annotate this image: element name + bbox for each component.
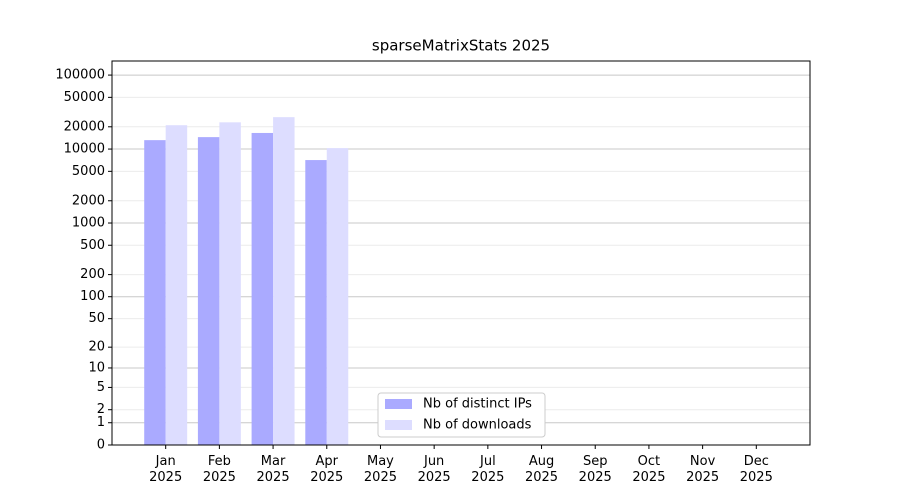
x-tick-label: Nov 2025 bbox=[686, 454, 720, 485]
legend-label: Nb of distinct IPs bbox=[423, 397, 532, 412]
y-tick-label: 50 bbox=[88, 311, 105, 326]
y-tick-label: 5 bbox=[97, 380, 105, 395]
x-tick-label: Apr 2025 bbox=[310, 454, 344, 485]
x-tick-label: Jan 2025 bbox=[149, 454, 183, 485]
bar bbox=[251, 132, 274, 445]
legend-box bbox=[377, 392, 546, 438]
y-tick-label: 2 bbox=[97, 402, 105, 417]
bar bbox=[326, 148, 349, 445]
y-tick-label: 100 bbox=[80, 289, 105, 304]
y-tick-label: 200 bbox=[80, 267, 105, 282]
y-tick-label: 500 bbox=[80, 238, 105, 253]
y-tick-label: 1000 bbox=[72, 216, 105, 231]
x-tick-label: Aug 2025 bbox=[524, 454, 559, 485]
chart-title: sparseMatrixStats 2025 bbox=[372, 37, 550, 55]
y-tick-label: 20000 bbox=[64, 119, 105, 134]
y-tick-label: 0 bbox=[97, 438, 105, 453]
x-tick-label: Mar 2025 bbox=[256, 454, 290, 485]
plot-frame bbox=[111, 60, 811, 446]
y-tick-label: 50000 bbox=[64, 90, 105, 105]
bar bbox=[305, 160, 327, 445]
bar bbox=[197, 137, 220, 445]
legend-swatch bbox=[385, 399, 412, 409]
bar bbox=[273, 117, 295, 445]
x-tick-label: Jun 2025 bbox=[417, 454, 451, 485]
x-tick-label: Feb 2025 bbox=[202, 454, 236, 485]
y-tick-label: 100000 bbox=[55, 68, 105, 83]
x-tick-label: Jul 2025 bbox=[471, 454, 505, 485]
x-tick-label: Dec 2025 bbox=[739, 454, 773, 485]
x-tick-label: Oct 2025 bbox=[632, 454, 666, 485]
legend-label: Nb of downloads bbox=[423, 418, 532, 433]
y-tick-label: 1 bbox=[97, 415, 105, 430]
bar bbox=[165, 125, 188, 445]
bar bbox=[219, 122, 241, 445]
x-tick-label: May 2025 bbox=[363, 454, 397, 485]
y-tick-label: 10 bbox=[88, 360, 105, 375]
y-tick-label: 10000 bbox=[64, 142, 105, 157]
y-tick-label: 20 bbox=[88, 340, 105, 355]
y-tick-label: 5000 bbox=[72, 164, 105, 179]
y-tick-label: 2000 bbox=[72, 193, 105, 208]
x-tick-label: Sep 2025 bbox=[578, 454, 612, 485]
legend-swatch bbox=[385, 420, 412, 430]
bar bbox=[144, 140, 166, 445]
